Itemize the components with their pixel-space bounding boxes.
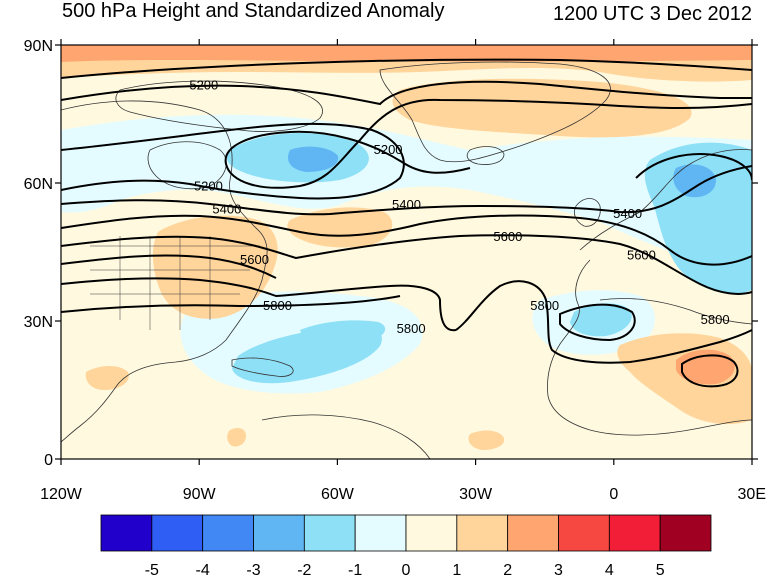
lon-tick-label: 30W — [459, 486, 493, 503]
anomaly-neg3-regions — [287, 146, 716, 198]
coastline-greenland — [379, 61, 611, 163]
coastline-iberia-africa — [547, 259, 752, 436]
contour-line — [559, 303, 636, 342]
anomaly-pos2-greenland — [392, 78, 692, 138]
valid-time: 1200 UTC 3 Dec 2012 — [552, 3, 752, 25]
contour-label: 5200 — [374, 142, 403, 157]
contour-label: 5400 — [392, 197, 421, 212]
colorbar-label: -4 — [196, 562, 210, 577]
coastline-cuba — [231, 357, 294, 377]
map-area: 5200 5200 5200 5400 5400 5400 5600 5600 5600 5800… — [61, 45, 752, 459]
colorbar-swatch — [456, 514, 509, 552]
colorbar-label: 4 — [605, 562, 614, 577]
map-frame — [60, 44, 753, 460]
contour-line — [61, 277, 457, 332]
anomaly-neg2-scandinavia — [644, 142, 752, 294]
colorbar-swatch — [507, 514, 559, 552]
contour-line — [61, 122, 405, 200]
colorbar-swatch — [608, 514, 661, 552]
colorbar-label: 5 — [656, 562, 665, 577]
colorbar-label: -3 — [246, 562, 260, 577]
contour-line — [61, 254, 277, 279]
contour-line — [61, 295, 401, 313]
lat-tick-label: 90N — [24, 38, 53, 55]
colorbar: -5 -4 -3 -2 -1 0 1 2 3 4 5 — [100, 514, 712, 577]
lat-tick-label: 60N — [24, 176, 53, 193]
anomaly-neg3-baffin — [287, 146, 339, 172]
contour-label: 5600 — [627, 248, 656, 263]
contour-line — [635, 153, 752, 181]
contour-label: 5200 — [194, 179, 223, 194]
contour-label: 5400 — [613, 206, 642, 221]
colorbar-label: -5 — [145, 562, 159, 577]
latitude-ticks: 90N 60N 30N 0 — [24, 38, 758, 469]
contour-labels: 5200 5200 5200 5400 5400 5400 5600 5600 5600 5800… — [189, 77, 730, 336]
anomaly-pos2-south-atlantic-2 — [227, 428, 246, 447]
colorbar-swatch — [558, 514, 610, 552]
contour-line — [455, 280, 752, 364]
colorbar-swatch — [659, 514, 712, 552]
colorbar-label: -1 — [348, 562, 362, 577]
height-contours — [61, 58, 752, 388]
coastline-europe — [579, 149, 752, 251]
lon-tick-label: 120W — [40, 486, 83, 503]
contour-line — [224, 98, 752, 189]
anomaly-pos3-regions — [61, 45, 752, 385]
anomaly-pos2-newfoundland — [287, 207, 393, 248]
coastline-mediterranean — [599, 298, 752, 325]
anomaly-pos2-regions — [61, 58, 752, 450]
contour-label: 5400 — [212, 202, 241, 217]
colorbar-swatch — [354, 514, 407, 552]
anomaly-pos2-arctic-band — [61, 58, 752, 82]
contour-line — [681, 354, 739, 388]
anomaly-pos3-arctic-top — [61, 45, 752, 62]
colorbar-swatch — [100, 514, 153, 552]
colorbar-swatch — [151, 514, 204, 552]
lat-tick-label: 0 — [44, 452, 53, 469]
contour-label: 5600 — [493, 229, 522, 244]
contour-line — [61, 58, 752, 79]
lat-tick-label: 30N — [24, 314, 53, 331]
lon-tick-label: 0 — [609, 486, 618, 503]
coastline-iceland — [466, 146, 505, 165]
contour-label: 5800 — [530, 298, 559, 313]
colorbar-label: 3 — [554, 562, 563, 577]
colorbar-label: 0 — [402, 562, 411, 577]
colorbar-swatch — [405, 514, 458, 552]
anomaly-neg3-scandinavia — [673, 164, 716, 198]
colorbar-swatch — [303, 514, 356, 552]
contour-line — [61, 165, 752, 216]
lon-tick-label: 30E — [738, 486, 766, 503]
longitude-ticks: 120W 90W 60W 30W 0 30E — [40, 39, 766, 503]
contour-label: 5800 — [397, 321, 426, 336]
coastline-hudson-bay — [147, 141, 227, 190]
map-title: 500 hPa Height and Standardized Anomaly — [62, 0, 445, 22]
contour-label: 5200 — [189, 77, 218, 92]
contour-line — [61, 234, 752, 295]
lon-tick-label: 60W — [321, 486, 355, 503]
anomaly-neg2-regions — [226, 132, 752, 384]
contour-label: 5800 — [701, 312, 730, 327]
contour-line — [61, 214, 752, 266]
us-state-borders — [90, 236, 260, 330]
coastline-canadian-archipelago — [115, 80, 323, 132]
colorbar-label: 1 — [452, 562, 461, 577]
colorbar-label: -2 — [297, 562, 311, 577]
colorbar-label: 2 — [503, 562, 512, 577]
anomaly-pos2-eastern-us — [152, 215, 278, 319]
colorbar-swatch — [202, 514, 254, 552]
contour-line — [61, 80, 752, 106]
contour-label: 5600 — [240, 252, 269, 267]
anomaly-neg2-atlantic-band — [300, 320, 386, 343]
anomaly-pos2-south-atlantic-1 — [468, 430, 505, 450]
colorbar-swatch — [253, 514, 305, 552]
anomaly-neg2-iberia — [570, 303, 632, 337]
lon-tick-label: 90W — [183, 486, 217, 503]
contour-label: 5800 — [263, 298, 292, 313]
coastline-south-america — [261, 414, 431, 459]
